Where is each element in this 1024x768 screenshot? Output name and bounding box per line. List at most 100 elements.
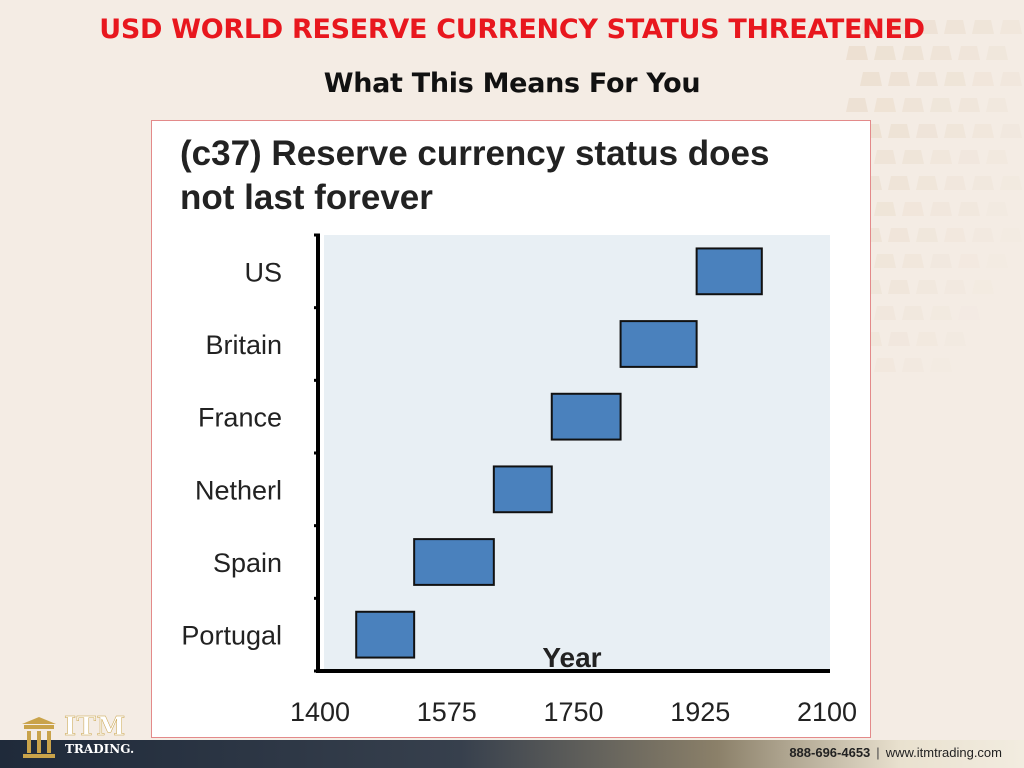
gold-bar-shape xyxy=(874,202,896,216)
x-tick-label: 1750 xyxy=(543,697,603,727)
gold-bar-shape xyxy=(888,332,910,346)
gold-bar-shape xyxy=(944,124,966,138)
gold-bar-shape xyxy=(874,358,896,372)
gold-bar-shape xyxy=(986,150,1008,164)
gold-bar-shape xyxy=(916,124,938,138)
gold-bar-shape xyxy=(972,72,994,86)
gold-bar-shape xyxy=(888,20,910,34)
gold-bar-shape xyxy=(944,280,966,294)
gold-bar-shape xyxy=(930,150,952,164)
bar-portugal xyxy=(355,610,416,659)
gold-bar-shape xyxy=(930,306,952,320)
gold-bar-shape xyxy=(972,20,994,34)
x-tick-label: 1400 xyxy=(290,697,350,727)
gold-bar-shape xyxy=(972,176,994,190)
chart-title-line-2: not last forever xyxy=(180,178,433,217)
slide-title: USD WORLD RESERVE CURRENCY STATUS THREAT… xyxy=(99,14,925,45)
bar-netherl xyxy=(492,465,553,514)
x-tick-label: 1575 xyxy=(417,697,477,727)
x-tick-labels: 1400 1575 1750 1925 2100 xyxy=(290,697,857,727)
contact-info: 888-696-4653 | www.itmtrading.com xyxy=(789,745,1002,760)
plot-area xyxy=(324,235,830,671)
gold-bar-shape xyxy=(874,254,896,268)
phone-number[interactable]: 888-696-4653 xyxy=(789,745,871,760)
gold-bar-shape xyxy=(860,72,882,86)
x-tick-label: 1925 xyxy=(670,697,730,727)
gold-bar-shape xyxy=(874,306,896,320)
gold-bar-shape xyxy=(888,176,910,190)
gold-bar-shape xyxy=(888,280,910,294)
gold-bar-shape xyxy=(874,150,896,164)
gold-bar-shape xyxy=(972,228,994,242)
category-label-spain: Spain xyxy=(213,548,282,578)
gold-bar-shape xyxy=(916,20,938,34)
bar-france xyxy=(550,392,622,441)
gold-bar-shape xyxy=(944,20,966,34)
gold-bar-shape xyxy=(930,358,952,372)
gold-bar-shape xyxy=(902,358,924,372)
gold-bar-shape xyxy=(930,254,952,268)
category-label-us: US xyxy=(244,257,282,287)
bar-spain xyxy=(413,538,495,586)
gold-bar-shape xyxy=(958,254,980,268)
gold-bar-shape xyxy=(916,332,938,346)
gold-bar-shape xyxy=(972,124,994,138)
y-axis-ticks xyxy=(314,233,320,673)
footer-bar xyxy=(0,740,1024,768)
category-labels: Portugal Spain Netherl France Britain US xyxy=(181,257,282,650)
gold-bar-shape xyxy=(944,176,966,190)
bar-us xyxy=(695,247,763,296)
gold-bar-shape xyxy=(902,150,924,164)
category-label-portugal: Portugal xyxy=(181,621,282,651)
gold-bar-shape xyxy=(846,98,868,112)
gold-bar-shape xyxy=(860,20,882,34)
gold-bar-shape xyxy=(916,280,938,294)
category-label-netherl: Netherl xyxy=(195,475,282,505)
chart-title-line-1: (c37) Reserve currency status does xyxy=(180,134,769,173)
gold-bar-shape xyxy=(930,46,952,60)
gold-bar-shape xyxy=(902,202,924,216)
gold-bar-shape xyxy=(1000,72,1022,86)
gold-bar-shape xyxy=(958,150,980,164)
category-label-france: France xyxy=(198,403,282,433)
slide-subtitle: What This Means For You xyxy=(323,68,701,99)
gold-bar-shape xyxy=(916,176,938,190)
gold-bar-shape xyxy=(986,46,1008,60)
gold-bar-shape xyxy=(902,306,924,320)
gold-bar-shape xyxy=(986,98,1008,112)
gold-bar-shape xyxy=(902,254,924,268)
gold-bar-shape xyxy=(986,202,1008,216)
gold-bar-shape xyxy=(916,228,938,242)
website-link[interactable]: www.itmtrading.com xyxy=(885,745,1002,760)
gold-bar-shape xyxy=(972,280,994,294)
gold-bar-shape xyxy=(888,228,910,242)
contact-separator: | xyxy=(876,745,880,760)
gold-bar-shape xyxy=(930,98,952,112)
gold-bar-shape xyxy=(958,46,980,60)
x-axis-title: Year xyxy=(542,642,601,673)
gold-bar-shape xyxy=(944,72,966,86)
gold-bar-shape xyxy=(958,202,980,216)
gold-bar-shape xyxy=(874,46,896,60)
gold-bar-shape xyxy=(1000,20,1022,34)
column-pillar-icon xyxy=(22,717,56,758)
gold-bar-shape xyxy=(986,254,1008,268)
x-tick-label: 2100 xyxy=(797,697,857,727)
gold-bar-shape xyxy=(916,72,938,86)
gold-bar-shape xyxy=(902,98,924,112)
logo-wordmark: ITM xyxy=(64,712,126,743)
gold-bar-shape xyxy=(902,46,924,60)
gold-bar-shape xyxy=(1000,124,1022,138)
logo-subtext: TRADING. xyxy=(65,742,135,756)
gold-bar-shape xyxy=(930,202,952,216)
gold-bar-shape xyxy=(888,124,910,138)
gold-bar-shape xyxy=(958,98,980,112)
gold-bar-shape xyxy=(944,332,966,346)
reserve-currency-chart: (c37) Reserve currency status does not l… xyxy=(180,134,857,727)
gold-bar-shape xyxy=(1000,176,1022,190)
gold-bar-shape xyxy=(846,46,868,60)
gold-bar-shape xyxy=(888,72,910,86)
gold-bar-shape xyxy=(874,98,896,112)
gold-bar-shape xyxy=(958,306,980,320)
bar-britain xyxy=(619,320,698,368)
